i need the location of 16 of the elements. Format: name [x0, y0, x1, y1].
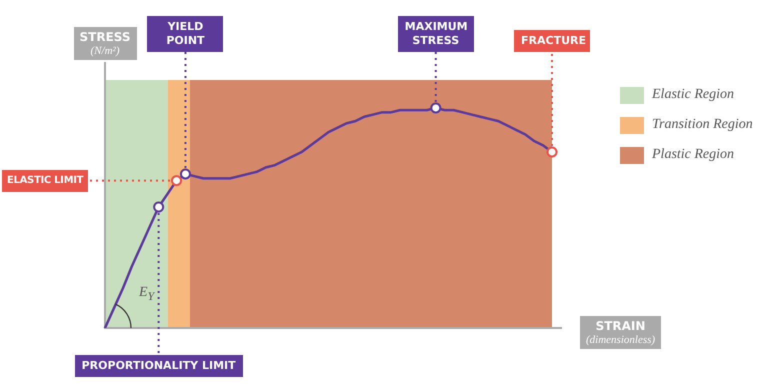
annotation: E$_{Y}$ [139, 285, 154, 303]
y-axis-title: STRESS (N/m²) [74, 27, 137, 60]
annotation: FRACTURE [514, 30, 590, 52]
annotation: PROPORTIONALITY LIMIT [74, 355, 243, 377]
ref-line-label: ELASTIC LIMIT [2, 170, 88, 192]
text: Plastic Region [652, 147, 734, 163]
text: Elastic Region [652, 87, 734, 103]
point [430, 102, 442, 114]
point [153, 201, 164, 212]
x-axis-title: STRAIN (dimensionless) [580, 316, 662, 348]
point [180, 168, 191, 180]
annotation: YIELD POINT [147, 16, 224, 52]
annotation: MAXIMUM STRESS [398, 16, 474, 52]
point [546, 146, 558, 158]
text: Transition Region [652, 117, 753, 133]
point [171, 175, 182, 186]
